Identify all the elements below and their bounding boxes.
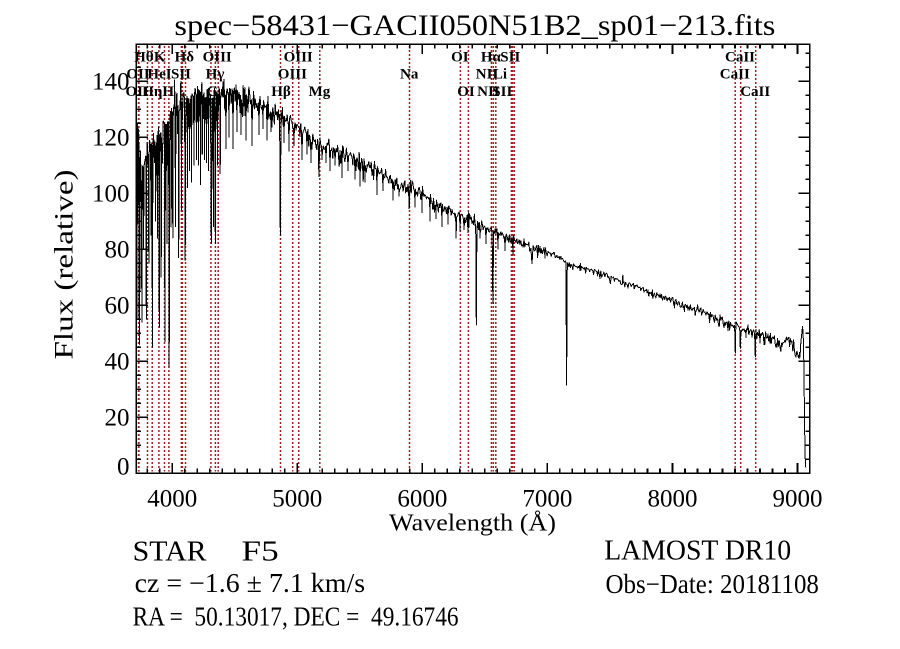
svg-text:CaII: CaII: [725, 50, 755, 66]
svg-text:SII: SII: [500, 50, 520, 66]
svg-text:Hδ: Hδ: [175, 50, 195, 66]
svg-text:F5: F5: [242, 537, 279, 568]
svg-text:SII: SII: [492, 84, 512, 100]
svg-text:OII: OII: [126, 67, 150, 83]
svg-text:Obs−Date: 20181108: Obs−Date: 20181108: [606, 569, 819, 599]
svg-text:Wavelength (Å): Wavelength (Å): [389, 511, 556, 537]
svg-text:0: 0: [117, 454, 130, 481]
svg-text:120: 120: [92, 125, 130, 152]
svg-text:RA = 50.13017, DEC = 49.1674: RA = 50.13017, DEC = 49.16746: [133, 602, 459, 632]
svg-text:OIII: OIII: [203, 50, 232, 66]
svg-text:NII: NII: [477, 84, 500, 100]
svg-text:OI: OI: [457, 84, 475, 100]
svg-text:80: 80: [105, 237, 130, 264]
svg-text:7000: 7000: [522, 486, 572, 513]
svg-text:Mg: Mg: [309, 84, 331, 100]
svg-text:SII: SII: [171, 67, 191, 83]
svg-text:Na: Na: [400, 67, 419, 83]
svg-text:CaII: CaII: [740, 84, 770, 100]
svg-text:LAMOST DR10: LAMOST DR10: [604, 535, 791, 566]
svg-text:Hγ: Hγ: [206, 67, 225, 83]
svg-text:Li: Li: [493, 67, 507, 83]
svg-text:NII: NII: [476, 67, 499, 83]
svg-text:H: H: [162, 84, 174, 100]
svg-text:spec−58431−GACII050N51B2_sp01−: spec−58431−GACII050N51B2_sp01−213.fits: [174, 10, 775, 42]
svg-text:8000: 8000: [648, 486, 698, 513]
svg-text:OI: OI: [451, 50, 469, 66]
svg-text:CaII: CaII: [720, 67, 750, 83]
svg-text:6000: 6000: [397, 486, 447, 513]
svg-text:Hβ: Hβ: [271, 84, 291, 100]
svg-text:60: 60: [105, 293, 130, 320]
svg-text:40: 40: [105, 349, 130, 376]
svg-text:20: 20: [105, 405, 130, 432]
svg-text:HeI: HeI: [147, 67, 171, 83]
svg-text:Hη: Hη: [142, 84, 162, 100]
svg-text:4000: 4000: [147, 486, 197, 513]
svg-text:OII: OII: [126, 84, 150, 100]
svg-text:cz = −1.6 ± 7.1 km/s: cz = −1.6 ± 7.1 km/s: [135, 568, 366, 598]
svg-text:K: K: [154, 50, 166, 66]
svg-text:9000: 9000: [773, 486, 823, 513]
svg-text:OIII: OIII: [278, 67, 307, 83]
svg-text:Flux (relative): Flux (relative): [50, 170, 79, 360]
svg-text:140: 140: [92, 69, 130, 96]
svg-text:100: 100: [92, 181, 130, 208]
svg-text:OIII: OIII: [284, 50, 313, 66]
svg-text:5000: 5000: [272, 486, 322, 513]
svg-text:Hα: Hα: [481, 50, 502, 66]
svg-text:STAR: STAR: [133, 537, 207, 568]
